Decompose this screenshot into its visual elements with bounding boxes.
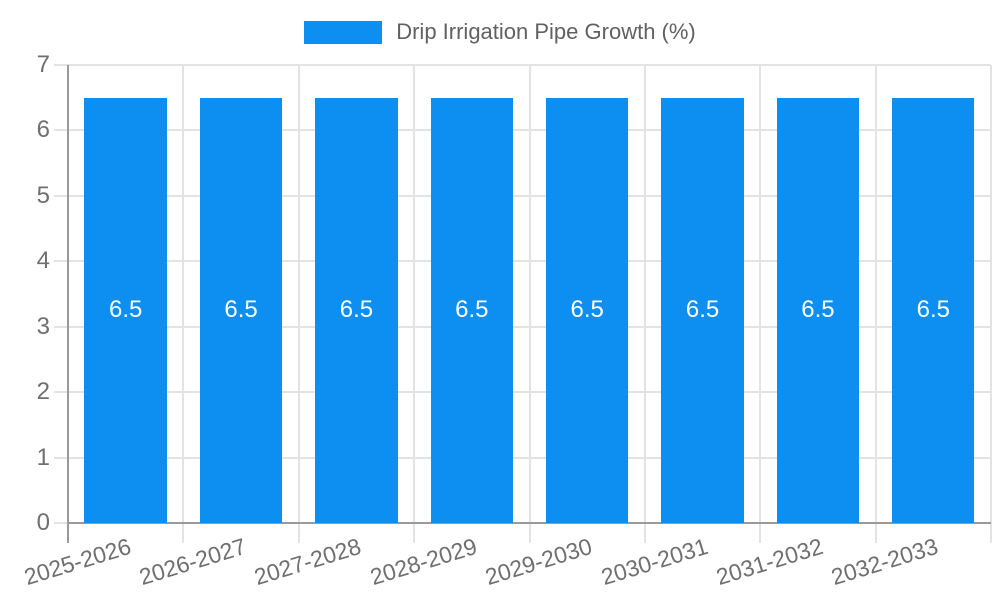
y-axis-tick	[54, 456, 68, 459]
y-axis-tick-label: 5	[36, 181, 50, 209]
bar-value-label: 6.5	[224, 296, 258, 324]
x-axis-line	[68, 522, 991, 524]
y-axis-tick	[54, 325, 68, 328]
x-gridline	[528, 65, 531, 523]
x-axis-tick-label: 2032-2033	[828, 532, 942, 590]
bar-value-label: 6.5	[455, 296, 489, 324]
legend-item[interactable]: Drip Irrigation Pipe Growth (%)	[304, 18, 696, 46]
x-axis-tick	[874, 523, 877, 543]
x-axis-tick	[528, 523, 531, 543]
x-axis-tick-label: 2027-2028	[251, 532, 365, 590]
y-axis-tick-label: 0	[36, 509, 50, 536]
x-axis-tick-label: 2030-2031	[597, 532, 711, 590]
bar-value-label: 6.5	[685, 296, 720, 324]
y-axis-line	[67, 65, 69, 540]
bar	[661, 97, 744, 523]
x-gridline	[297, 65, 300, 523]
y-axis-tick-label: 1	[36, 443, 50, 471]
x-gridline	[182, 65, 185, 523]
y-axis-tick	[54, 260, 68, 263]
x-axis-tick-label: 2025-2026	[20, 532, 134, 590]
bar-value-label: 6.5	[570, 296, 604, 324]
y-axis-tick-label: 2	[36, 378, 50, 406]
x-axis-tick	[297, 523, 300, 543]
y-axis-tick-label: 4	[36, 247, 50, 275]
x-gridline	[413, 65, 416, 523]
y-axis-tick-label: 6	[36, 116, 50, 144]
x-axis-tick	[759, 523, 762, 543]
x-axis-tick-label: 2029-2030	[482, 532, 596, 590]
x-axis-tick	[990, 523, 992, 543]
bar	[892, 97, 975, 523]
bar-value-label: 6.5	[339, 296, 374, 324]
x-gridline	[759, 65, 762, 523]
legend-swatch-icon	[304, 20, 383, 44]
x-gridline	[874, 65, 877, 523]
bar	[430, 97, 513, 523]
bar	[199, 97, 283, 523]
x-axis-tick-label: 2028-2029	[366, 532, 480, 590]
y-axis-tick	[54, 391, 68, 394]
bar-value-label: 6.5	[801, 296, 835, 324]
x-axis-tick	[413, 523, 416, 543]
x-gridline	[643, 65, 646, 523]
y-axis-tick	[54, 129, 68, 132]
bar	[776, 97, 860, 523]
bar-value-label: 6.5	[109, 296, 143, 324]
x-axis-tick	[643, 523, 646, 543]
y-axis-tick-label: 7	[36, 51, 50, 78]
y-axis-tick-label: 3	[36, 312, 50, 340]
bar	[315, 97, 398, 523]
x-gridline	[990, 65, 992, 523]
bar-value-label: 6.5	[916, 296, 950, 324]
x-axis-tick	[182, 523, 185, 543]
y-axis-tick	[54, 194, 68, 197]
x-axis-tick-label: 2026-2027	[136, 532, 249, 590]
chart-legend: Drip Irrigation Pipe Growth (%)	[0, 18, 1000, 46]
y-axis-tick	[54, 64, 68, 66]
legend-label: Drip Irrigation Pipe Growth (%)	[396, 19, 696, 44]
y-axis-tick	[54, 522, 68, 524]
x-axis-tick-label: 2031-2032	[713, 532, 826, 590]
bar	[84, 97, 167, 523]
bar	[545, 97, 629, 523]
